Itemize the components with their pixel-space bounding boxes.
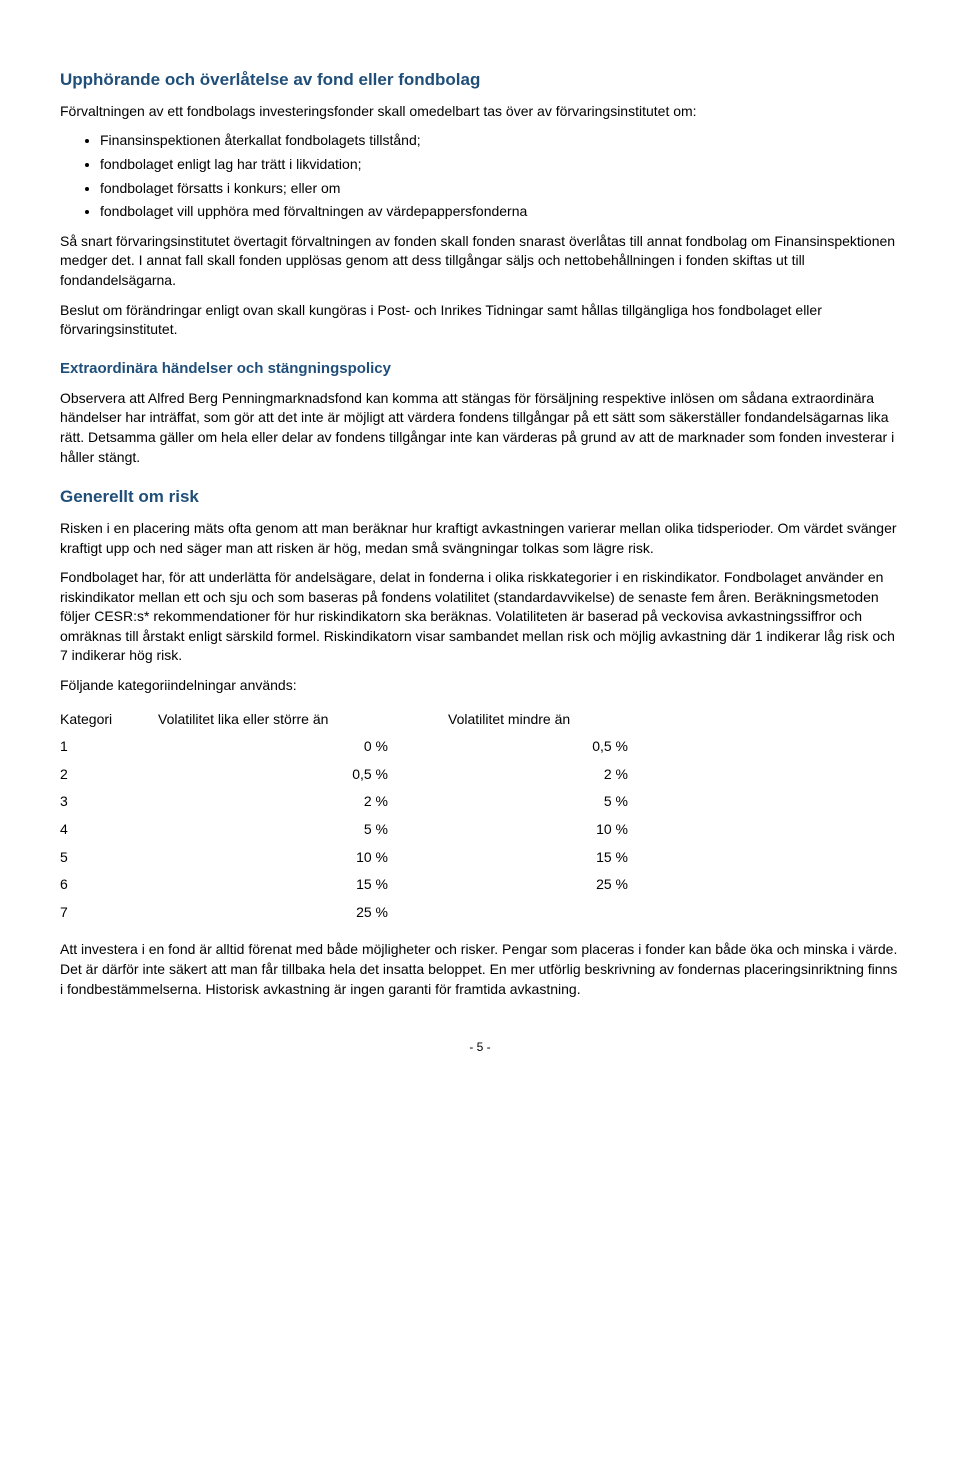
table-row: 3 2 % 5 % <box>60 788 648 816</box>
cell-kat: 3 <box>60 788 158 816</box>
cell-ge: 2 % <box>158 788 448 816</box>
bullet-item: fondbolaget försatts i konkurs; eller om <box>100 179 900 199</box>
cell-kat: 4 <box>60 816 158 844</box>
body-paragraph: Observera att Alfred Berg Penningmarknad… <box>60 389 900 467</box>
cell-lt: 2 % <box>448 761 648 789</box>
bullet-item: fondbolaget enligt lag har trätt i likvi… <box>100 155 900 175</box>
bullet-item: Finansinspektionen återkallat fondbolage… <box>100 131 900 151</box>
bullet-item: fondbolaget vill upphöra med förvaltning… <box>100 202 900 222</box>
table-row: 2 0,5 % 2 % <box>60 761 648 789</box>
cell-kat: 5 <box>60 844 158 872</box>
cell-ge: 15 % <box>158 871 448 899</box>
cell-lt: 15 % <box>448 844 648 872</box>
col-vol-ge: Volatilitet lika eller större än <box>158 706 448 734</box>
body-paragraph: Risken i en placering mäts ofta genom at… <box>60 519 900 558</box>
table-intro: Följande kategoriindelningar används: <box>60 676 900 696</box>
closing-paragraph: Att investera i en fond är alltid förena… <box>60 940 900 999</box>
cell-ge: 25 % <box>158 899 448 927</box>
heading-upphorande: Upphörande och överlåtelse av fond eller… <box>60 68 900 92</box>
cell-kat: 1 <box>60 733 158 761</box>
cell-kat: 6 <box>60 871 158 899</box>
body-paragraph: Beslut om förändringar enligt ovan skall… <box>60 301 900 340</box>
cell-lt: 0,5 % <box>448 733 648 761</box>
bullet-list: Finansinspektionen återkallat fondbolage… <box>60 131 900 221</box>
heading-extraordinara: Extraordinära händelser och stängningspo… <box>60 358 900 379</box>
cell-lt: 5 % <box>448 788 648 816</box>
table-row: 4 5 % 10 % <box>60 816 648 844</box>
cell-lt <box>448 899 648 927</box>
cell-ge: 0,5 % <box>158 761 448 789</box>
intro-paragraph: Förvaltningen av ett fondbolags invester… <box>60 102 900 122</box>
cell-kat: 2 <box>60 761 158 789</box>
cell-ge: 10 % <box>158 844 448 872</box>
col-vol-lt: Volatilitet mindre än <box>448 706 648 734</box>
cell-ge: 0 % <box>158 733 448 761</box>
cell-kat: 7 <box>60 899 158 927</box>
table-row: 5 10 % 15 % <box>60 844 648 872</box>
cell-lt: 10 % <box>448 816 648 844</box>
table-row: 7 25 % <box>60 899 648 927</box>
table-row: 1 0 % 0,5 % <box>60 733 648 761</box>
page-number: - 5 - <box>60 1039 900 1056</box>
cell-ge: 5 % <box>158 816 448 844</box>
table-header-row: Kategori Volatilitet lika eller större ä… <box>60 706 648 734</box>
heading-generellt-risk: Generellt om risk <box>60 485 900 509</box>
volatility-table: Kategori Volatilitet lika eller större ä… <box>60 706 648 927</box>
body-paragraph: Fondbolaget har, för att underlätta för … <box>60 568 900 666</box>
cell-lt: 25 % <box>448 871 648 899</box>
body-paragraph: Så snart förvaringsinstitutet övertagit … <box>60 232 900 291</box>
table-row: 6 15 % 25 % <box>60 871 648 899</box>
col-kategori: Kategori <box>60 706 158 734</box>
